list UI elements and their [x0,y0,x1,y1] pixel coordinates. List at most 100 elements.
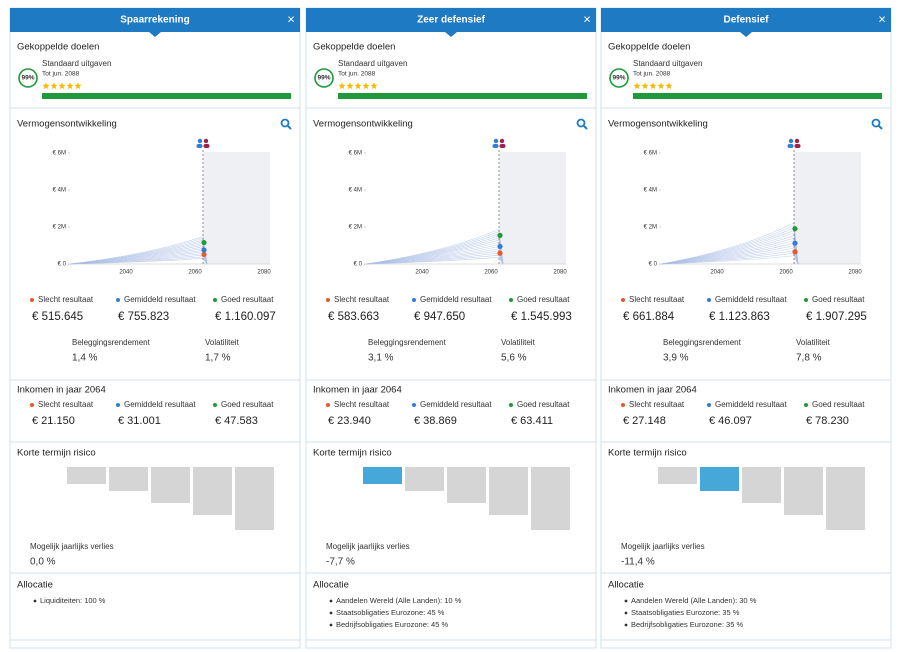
loss-label: Mogelijk jaarlijks verlies [30,542,114,551]
close-button[interactable]: × [287,11,295,26]
star [42,82,50,90]
section-heading: Gekoppelde doelen [608,42,690,53]
income-value: € 38.869 [414,415,457,427]
loss-value: -7,7 % [326,557,355,568]
risk-bar [784,467,823,515]
result-value: € 1.123.863 [709,311,770,323]
star [362,82,370,90]
star [58,82,66,90]
legend-label: Gemiddeld resultaat [715,400,787,409]
result-value: € 1.545.993 [511,311,572,323]
section-heading: Korte termijn risico [608,448,687,459]
legend-label: Goed resultaat [517,295,570,304]
star [346,82,354,90]
legend-dot [30,298,34,302]
y-tick-label: € 0 [58,262,67,268]
zoom-icon[interactable] [871,118,881,128]
legend-dot [213,298,217,302]
close-button[interactable]: × [583,11,591,26]
allocation-item: Bedrijfsobligaties Eurozone: 45 % [336,620,448,629]
goal-progress [42,93,291,99]
probability: 99% [317,75,330,82]
legend-dot [412,403,416,407]
x-tick-label: 2060 [188,270,202,276]
y-tick-label: € 6M [53,151,66,157]
probability-ring [314,68,334,88]
panel [600,7,892,649]
header-notch [445,32,457,37]
person-icon [492,144,499,148]
legend-dot [621,403,625,407]
return-label: Beleggingsrendement [368,338,447,347]
risk-bar [151,467,190,503]
risk-bar [742,467,781,503]
header-notch [149,32,161,37]
star [657,82,665,90]
section-heading: Korte termijn risico [313,448,392,459]
legend-label: Gemiddeld resultaat [420,400,492,409]
legend-dot [509,403,513,407]
probability-ring [18,68,38,88]
loss-value: 0,0 % [30,557,56,568]
bullet [329,599,333,603]
return-label: Beleggingsrendement [663,338,742,347]
person-icon [794,144,801,148]
risk-bar [405,467,444,491]
y-tick-label: € 4M [644,188,657,194]
legend-label: Slecht resultaat [334,295,390,304]
legend-dot [326,403,330,407]
bullet [329,623,333,627]
section-heading: Allocatie [608,580,644,591]
allocation-item: Staatsobligaties Eurozone: 35 % [631,608,740,617]
legend-label: Gemiddeld resultaat [715,295,787,304]
section-heading: Vermogensontwikkeling [313,119,413,130]
result-value: € 947.650 [414,311,465,323]
legend-dot [804,298,808,302]
panel-header [10,8,300,32]
result-value: € 1.907.295 [806,311,867,323]
star [370,82,378,90]
person-icon [499,144,506,148]
result-dot [792,240,798,246]
volatility-value: 1,7 % [205,353,231,364]
risk-bar [363,467,402,484]
star [354,82,362,90]
section-heading: Inkomen in jaar 2064 [313,385,402,396]
star [649,82,657,90]
legend-dot [30,403,34,407]
risk-bar [447,467,486,503]
x-tick-label: 2080 [848,270,862,276]
result-value: € 755.823 [118,311,169,323]
section-heading: Inkomen in jaar 2064 [17,385,106,396]
return-value: 3,9 % [663,353,689,364]
legend-label: Slecht resultaat [334,400,390,409]
legend-label: Goed resultaat [221,295,274,304]
income-value: € 78.230 [806,415,849,427]
future-area [794,152,861,264]
person-icon [787,144,794,148]
zoom-icon[interactable] [280,118,290,128]
x-tick-label: 2080 [257,270,271,276]
legend-label: Slecht resultaat [629,400,685,409]
section-heading: Gekoppelde doelen [313,42,395,53]
person-icon [197,138,203,144]
legend-label: Gemiddeld resultaat [124,295,196,304]
panel [9,7,301,649]
legend-label: Slecht resultaat [38,400,94,409]
section-heading: Vermogensontwikkeling [17,119,117,130]
volatility-label: Volatiliteit [205,338,240,347]
header-notch [740,32,752,37]
x-tick-label: 2040 [710,270,724,276]
volatility-label: Volatiliteit [796,338,831,347]
legend-dot [116,298,120,302]
legend-label: Gemiddeld resultaat [124,400,196,409]
risk-bar [193,467,232,515]
projection-line [660,255,799,265]
zoom-icon[interactable] [576,118,586,128]
bullet [624,599,628,603]
legend-dot [804,403,808,407]
result-dot [497,243,503,250]
close-button[interactable]: × [878,11,886,26]
bullet [329,611,333,615]
